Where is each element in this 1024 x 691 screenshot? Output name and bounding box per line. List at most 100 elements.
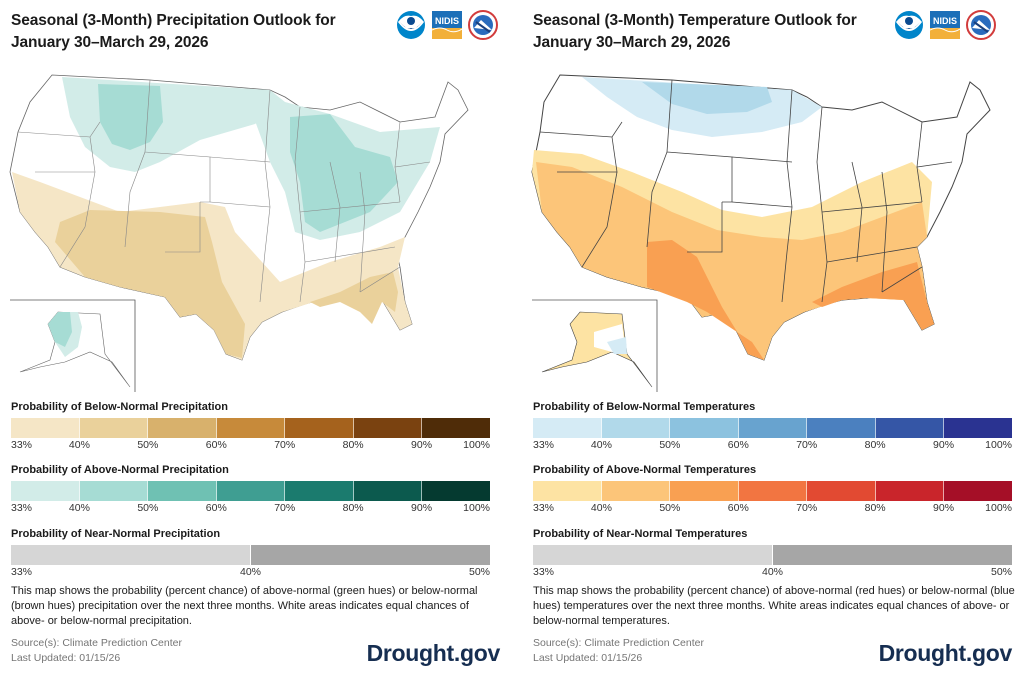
noaa-logo-icon bbox=[895, 11, 923, 39]
temp-below-legend-ticks: 33% 40% 50% 60% 70% 80% 90% 100% bbox=[533, 439, 1012, 453]
region-southwest-above bbox=[536, 162, 934, 360]
drought-gov-brand[interactable]: Drought.gov bbox=[366, 640, 501, 666]
legend-tick-label: 50% bbox=[468, 566, 490, 578]
temp-source: Source(s): Climate Prediction Center Las… bbox=[533, 636, 704, 666]
legend-tick-label: 100% bbox=[985, 502, 1012, 514]
legend-tick-label: 33% bbox=[533, 439, 555, 451]
legend-swatch bbox=[148, 481, 217, 501]
region-southwest-texas-below bbox=[55, 210, 245, 358]
nws-logo-icon bbox=[468, 10, 498, 40]
nidis-logo-icon: NIDIS bbox=[432, 11, 462, 39]
legend-swatch bbox=[422, 481, 491, 501]
nws-logo-icon bbox=[966, 10, 996, 40]
logos: NIDIS bbox=[396, 8, 506, 42]
legend-swatch bbox=[533, 418, 602, 438]
region-gulf-coast-above bbox=[647, 240, 934, 360]
logos: NIDIS bbox=[894, 8, 1004, 42]
legend-tick-label: 33% bbox=[11, 502, 33, 514]
legend-swatch bbox=[285, 418, 354, 438]
precip-near-legend-title: Probability of Near-Normal Precipitation bbox=[11, 528, 221, 540]
legend-tick-label: 70% bbox=[274, 439, 296, 451]
temperature-panel: Seasonal (3-Month) Temperature Outlook f… bbox=[522, 0, 1024, 691]
precip-below-legend-ticks: 33% 40% 50% 60% 70% 80% 90% 100% bbox=[11, 439, 490, 453]
legend-tick-label: 70% bbox=[796, 439, 818, 451]
temp-below-legend-title: Probability of Below-Normal Temperatures bbox=[533, 401, 756, 413]
legend-swatch bbox=[738, 481, 808, 501]
drought-gov-brand[interactable]: Drought.gov bbox=[878, 640, 1013, 666]
legend-swatch bbox=[353, 481, 423, 501]
nidis-text: NIDIS bbox=[435, 16, 459, 26]
legend-tick-label: 70% bbox=[796, 502, 818, 514]
legend-swatch bbox=[944, 481, 1013, 501]
precip-near-legend-ticks: 33% 40% 50% bbox=[11, 566, 490, 580]
legend-tick-label: 100% bbox=[463, 502, 490, 514]
legend-tick-label: 90% bbox=[933, 502, 955, 514]
legend-tick-label: 50% bbox=[990, 566, 1012, 578]
legend-swatch bbox=[601, 481, 671, 501]
state-boundaries bbox=[539, 79, 953, 303]
legend-swatch bbox=[11, 481, 80, 501]
precip-below-legend-bar bbox=[11, 418, 491, 438]
legend-tick-label: 60% bbox=[727, 439, 749, 451]
legend-tick-label: 90% bbox=[411, 502, 433, 514]
legend-tick-label: 70% bbox=[274, 502, 296, 514]
region-alaska-above bbox=[48, 312, 72, 347]
legend-tick-label: 33% bbox=[11, 566, 33, 578]
legend-tick-label: 33% bbox=[11, 439, 33, 451]
region-ohio-valley-above bbox=[290, 114, 398, 232]
precipitation-title: Seasonal (3-Month) Precipitation Outlook… bbox=[11, 12, 336, 51]
legend-swatch bbox=[11, 418, 80, 438]
alaska-inset bbox=[532, 299, 658, 392]
legend-swatch bbox=[807, 481, 876, 501]
legend-swatch bbox=[670, 418, 739, 438]
region-alaska-southeast-below bbox=[607, 337, 627, 354]
legend-tick-label: 80% bbox=[864, 502, 886, 514]
near-segment-high bbox=[772, 545, 1012, 565]
temperature-title: Seasonal (3-Month) Temperature Outlook f… bbox=[533, 12, 857, 51]
legend-tick-label: 60% bbox=[205, 502, 227, 514]
legend-swatch bbox=[670, 481, 739, 501]
precip-above-legend-bar bbox=[11, 481, 491, 501]
legend-tick-label: 100% bbox=[985, 439, 1012, 451]
legend-swatch bbox=[216, 418, 286, 438]
source-text: Source(s): Climate Prediction Center bbox=[11, 637, 182, 649]
legend-tick-label: 60% bbox=[727, 502, 749, 514]
legend-swatch bbox=[875, 418, 945, 438]
legend-swatch bbox=[216, 481, 286, 501]
temp-above-legend-bar bbox=[533, 481, 1013, 501]
temp-description: This map shows the probability (percent … bbox=[533, 585, 1015, 627]
legend-swatch bbox=[79, 481, 149, 501]
legend-tick-label: 40% bbox=[68, 502, 90, 514]
region-southeast-below bbox=[310, 272, 398, 324]
precip-above-legend-ticks: 33% 40% 50% 60% 70% 80% 90% 100% bbox=[11, 502, 490, 516]
legend-swatch bbox=[353, 418, 423, 438]
legend-swatch bbox=[285, 481, 354, 501]
alaska-inset bbox=[10, 299, 136, 392]
legend-tick-label: 80% bbox=[342, 439, 364, 451]
last-updated: Last Updated: 01/15/26 bbox=[11, 652, 121, 664]
temp-above-legend-ticks: 33% 40% 50% 60% 70% 80% 90% 100% bbox=[533, 502, 1012, 516]
legend-tick-label: 100% bbox=[463, 439, 490, 451]
precip-above-legend-title: Probability of Above-Normal Precipitatio… bbox=[11, 464, 229, 476]
legend-tick-label: 50% bbox=[659, 439, 681, 451]
legend-swatch bbox=[148, 418, 217, 438]
legend-swatch bbox=[601, 418, 671, 438]
state-boundaries bbox=[17, 79, 431, 303]
legend-tick-label: 90% bbox=[411, 439, 433, 451]
legend-tick-label: 50% bbox=[137, 502, 159, 514]
legend-tick-label: 40% bbox=[239, 566, 262, 578]
legend-tick-label: 40% bbox=[590, 439, 612, 451]
nidis-text: NIDIS bbox=[933, 16, 957, 26]
nidis-logo-icon: NIDIS bbox=[930, 11, 960, 39]
near-segment-low bbox=[533, 545, 773, 565]
legend-swatch bbox=[807, 418, 876, 438]
legend-tick-label: 90% bbox=[933, 439, 955, 451]
legend-swatch bbox=[533, 481, 602, 501]
legend-swatch bbox=[875, 481, 945, 501]
legend-swatch bbox=[422, 418, 491, 438]
temp-near-legend-title: Probability of Near-Normal Temperatures bbox=[533, 528, 748, 540]
precipitation-panel: Seasonal (3-Month) Precipitation Outlook… bbox=[9, 8, 506, 666]
temp-near-legend-bar bbox=[533, 545, 1012, 565]
legend-swatch bbox=[738, 418, 808, 438]
legend-tick-label: 50% bbox=[137, 439, 159, 451]
